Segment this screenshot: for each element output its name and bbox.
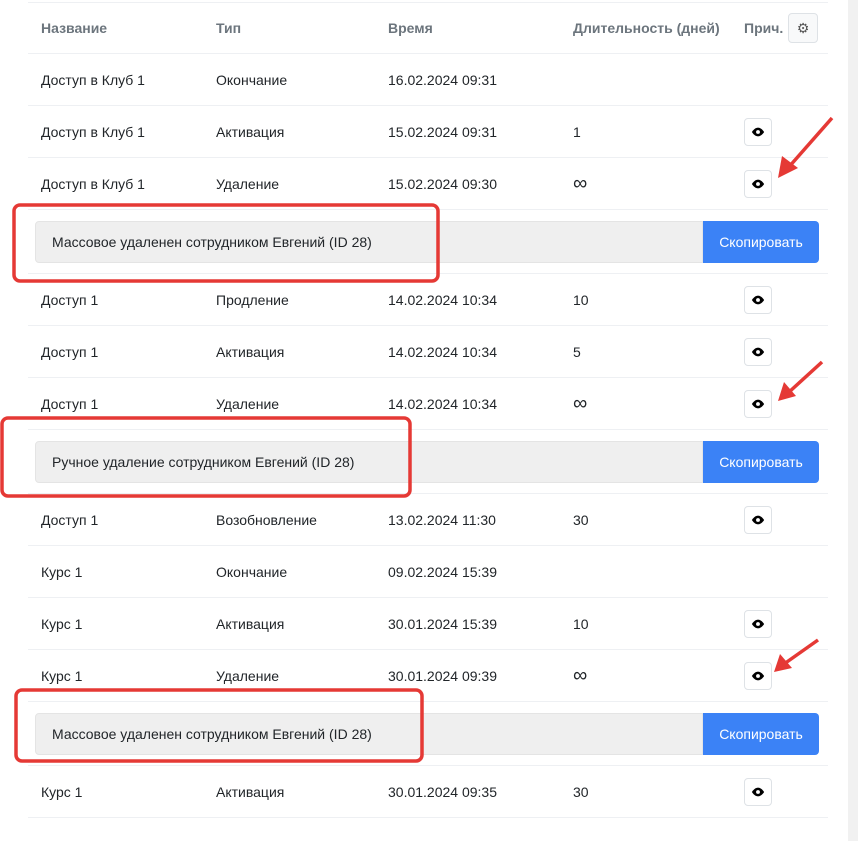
cell-type: Активация <box>216 123 285 140</box>
eye-icon <box>751 295 765 305</box>
cell-type: Удаление <box>216 395 280 412</box>
cell-duration: ∞ <box>573 172 588 194</box>
copy-button[interactable]: Скопировать <box>703 441 819 483</box>
header-type: Тип <box>216 20 242 36</box>
cell-duration: 10 <box>573 291 589 308</box>
reason-row: Массовое удаленен сотрудником Евгений (I… <box>28 210 828 274</box>
table-row: Доступ в Клуб 1 Активация 15.02.2024 09:… <box>28 106 828 158</box>
cell-type: Возобновление <box>216 511 317 528</box>
cell-duration: 1 <box>573 123 581 140</box>
header-time: Время <box>388 20 433 36</box>
cell-name: Курс 1 <box>41 615 83 632</box>
cell-name: Доступ 1 <box>41 511 99 528</box>
cell-duration: ∞ <box>573 392 588 414</box>
reason-text[interactable]: Массовое удаленен сотрудником Евгений (I… <box>35 221 703 263</box>
view-reason-button[interactable] <box>744 609 772 638</box>
cell-duration: 30 <box>573 783 589 800</box>
cell-time: 15.02.2024 09:30 <box>388 175 497 192</box>
reason-text[interactable]: Массовое удаленен сотрудником Евгений (I… <box>35 713 703 755</box>
cell-type: Активация <box>216 615 285 632</box>
eye-icon <box>751 787 765 797</box>
table-row: Доступ 1 Активация 14.02.2024 10:34 5 <box>28 326 828 378</box>
scrollbar[interactable] <box>848 0 858 841</box>
cell-type: Удаление <box>216 667 280 684</box>
view-reason-button[interactable] <box>744 777 772 806</box>
table-row: Доступ 1 Возобновление 13.02.2024 11:30 … <box>28 494 828 546</box>
cell-time: 15.02.2024 09:31 <box>388 123 497 140</box>
cell-name: Доступ 1 <box>41 343 99 360</box>
header-duration: Длительность (дней) <box>573 20 720 36</box>
cell-name: Курс 1 <box>41 783 83 800</box>
cell-name: Курс 1 <box>41 563 83 580</box>
view-reason-button[interactable] <box>744 117 772 146</box>
cell-time: 30.01.2024 09:35 <box>388 783 497 800</box>
cell-type: Окончание <box>216 71 288 88</box>
cell-time: 14.02.2024 10:34 <box>388 395 497 412</box>
eye-icon <box>751 399 765 409</box>
cell-name: Доступ в Клуб 1 <box>41 71 145 88</box>
eye-icon <box>751 515 765 525</box>
cell-type: Окончание <box>216 563 288 580</box>
view-reason-button[interactable] <box>744 285 772 314</box>
cell-time: 14.02.2024 10:34 <box>388 291 497 308</box>
cell-time: 13.02.2024 11:30 <box>388 511 496 528</box>
copy-button[interactable]: Скопировать <box>703 713 819 755</box>
copy-button[interactable]: Скопировать <box>703 221 819 263</box>
view-reason-button[interactable] <box>744 337 772 366</box>
history-table: Название Тип Время Длительность (дней) П… <box>28 2 828 818</box>
gear-icon[interactable]: ⚙ <box>788 13 818 43</box>
cell-time: 09.02.2024 15:39 <box>388 563 497 580</box>
table-row: Курс 1 Окончание 09.02.2024 15:39 <box>28 546 828 598</box>
table-row: Курс 1 Активация 30.01.2024 09:35 30 <box>28 766 828 818</box>
cell-name: Доступ в Клуб 1 <box>41 175 145 192</box>
eye-icon <box>751 619 765 629</box>
table-row: Доступ в Клуб 1 Удаление 15.02.2024 09:3… <box>28 158 828 210</box>
cell-type: Активация <box>216 783 285 800</box>
cell-duration: 5 <box>573 343 581 360</box>
reason-row: Массовое удаленен сотрудником Евгений (I… <box>28 702 828 766</box>
eye-icon <box>751 127 765 137</box>
cell-time: 30.01.2024 15:39 <box>388 615 497 632</box>
header-reason: Прич. <box>744 20 784 36</box>
table-row: Курс 1 Удаление 30.01.2024 09:39 ∞ <box>28 650 828 702</box>
table-row: Курс 1 Активация 30.01.2024 15:39 10 <box>28 598 828 650</box>
cell-duration: 10 <box>573 615 589 632</box>
table-row: Доступ в Клуб 1 Окончание 16.02.2024 09:… <box>28 54 828 106</box>
reason-text[interactable]: Ручное удаление сотрудником Евгений (ID … <box>35 441 703 483</box>
cell-time: 16.02.2024 09:31 <box>388 71 497 88</box>
cell-name: Доступ 1 <box>41 395 99 412</box>
reason-row: Ручное удаление сотрудником Евгений (ID … <box>28 430 828 494</box>
header-name: Название <box>41 20 108 36</box>
cell-duration: ∞ <box>573 664 588 686</box>
cell-name: Курс 1 <box>41 667 83 684</box>
view-reason-button[interactable] <box>744 661 772 690</box>
cell-type: Активация <box>216 343 285 360</box>
eye-icon <box>751 179 765 189</box>
cell-time: 14.02.2024 10:34 <box>388 343 497 360</box>
cell-duration: 30 <box>573 511 589 528</box>
eye-icon <box>751 671 765 681</box>
cell-name: Доступ 1 <box>41 291 99 308</box>
view-reason-button[interactable] <box>744 505 772 534</box>
table-row: Доступ 1 Удаление 14.02.2024 10:34 ∞ <box>28 378 828 430</box>
cell-type: Продление <box>216 291 289 308</box>
table-header: Название Тип Время Длительность (дней) П… <box>28 3 828 54</box>
eye-icon <box>751 347 765 357</box>
cell-time: 30.01.2024 09:39 <box>388 667 497 684</box>
view-reason-button[interactable] <box>744 169 772 198</box>
table-row: Доступ 1 Продление 14.02.2024 10:34 10 <box>28 274 828 326</box>
view-reason-button[interactable] <box>744 389 772 418</box>
cell-name: Доступ в Клуб 1 <box>41 123 145 140</box>
cell-type: Удаление <box>216 175 280 192</box>
